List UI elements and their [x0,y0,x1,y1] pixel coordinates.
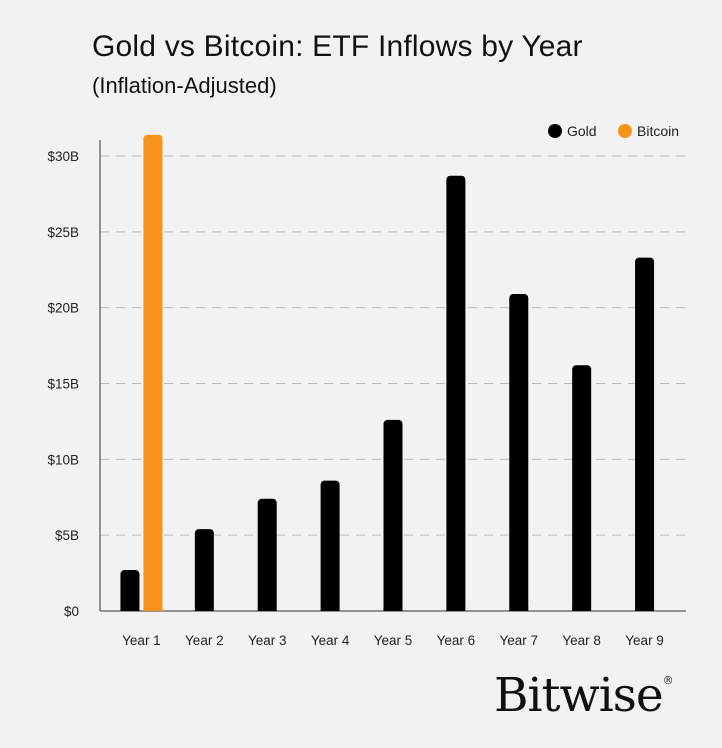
bar-gold [509,294,529,611]
legend-swatch-bitcoin [618,124,632,138]
registered-mark: ® [662,674,674,687]
x-tick-label: Year 2 [185,633,224,648]
x-tick-label: Year 6 [437,633,476,648]
bar-gold [635,257,655,611]
x-tick-label: Year 3 [248,633,287,648]
bar-gold [194,529,214,611]
logo-text: Bitwise [494,668,664,723]
bar-bitcoin [143,134,163,611]
y-tick-label: $20B [47,301,79,316]
y-tick-label: $10B [47,452,79,467]
bar-chart: $0 $5B $10B $15B $20B $25B $30B Year 1 Year 2 Yea… [47,123,686,648]
chart-title: Gold vs Bitcoin: ETF Inflows by Year [92,30,583,63]
bar-gold [446,175,466,611]
bitwise-logo: Bitwise® [494,668,674,723]
bar-gold-base [320,607,340,611]
bar-gold-base [572,607,592,611]
legend-label-bitcoin: Bitcoin [637,123,679,139]
bar-gold-base [194,607,214,611]
bar-gold [257,498,277,611]
x-tick-label: Year 8 [562,633,601,648]
bar-gold [320,480,340,611]
bar-gold-base [257,607,277,611]
x-tick-label: Year 4 [311,633,350,648]
y-tick-label: $25B [47,225,79,240]
y-tick-label: $5B [55,528,79,543]
x-tick-label: Year 1 [122,633,161,648]
bar-bitcoin-base [143,607,163,611]
bar-gold-base [383,607,403,611]
bar-gold [572,365,592,611]
bar-gold [383,419,403,611]
y-tick-label: $0 [64,604,79,619]
bar-gold-base [120,607,140,611]
bar-gold-base [446,607,466,611]
y-tick-label: $15B [47,377,79,392]
legend-label-gold: Gold [567,123,597,139]
bar-gold [120,570,140,611]
x-tick-label: Year 5 [374,633,413,648]
y-tick-label: $30B [47,149,79,164]
x-tick-label: Year 9 [625,633,664,648]
chart-subtitle: (Inflation-Adjusted) [92,73,277,98]
bar-gold-base [509,607,529,611]
bar-gold-base [635,607,655,611]
legend-swatch-gold [548,124,562,138]
x-tick-label: Year 7 [500,633,539,648]
